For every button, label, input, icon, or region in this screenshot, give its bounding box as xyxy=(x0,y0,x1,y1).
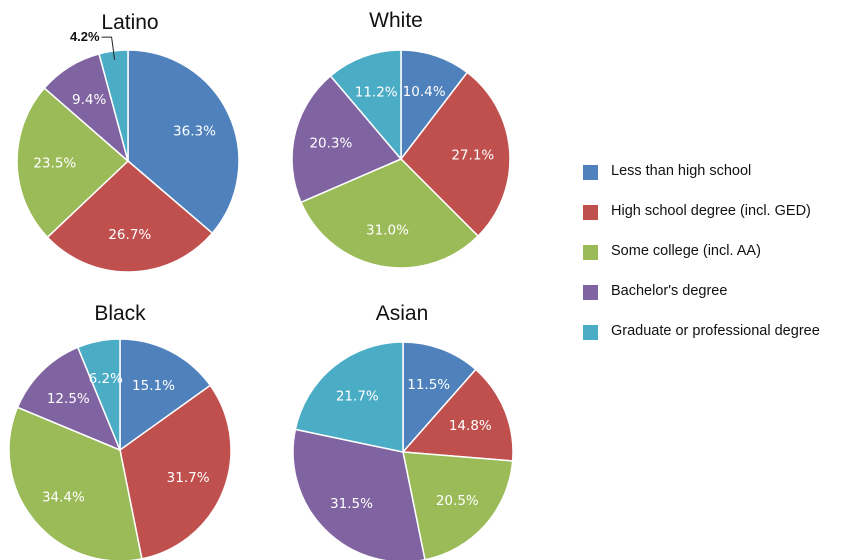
pie-slice-graduate-degree xyxy=(329,49,402,162)
pie-latino: Latino 36.3% 26.7% 23.5% 9.4% 4.2% xyxy=(16,11,240,273)
slice-label: 14.8% xyxy=(449,418,492,434)
slice-label: 27.1% xyxy=(451,147,494,163)
pie-slice-high-school-degree xyxy=(400,71,511,238)
pie-slice-bachelors-degree xyxy=(292,428,426,560)
pie-title: Black xyxy=(94,302,146,325)
pie-white: White 10.4% 27.1% 31.0% 20.3% 11.2% xyxy=(291,9,511,269)
legend-swatch xyxy=(583,325,598,340)
pie-title: Asian xyxy=(376,302,429,325)
slice-label: 31.5% xyxy=(330,496,373,512)
legend-label: Less than high school xyxy=(611,163,752,179)
pie-slice-some-college xyxy=(16,86,130,239)
slice-label: 36.3% xyxy=(173,123,216,139)
slice-label: 21.7% xyxy=(336,389,379,405)
pie-slice-graduate-degree xyxy=(76,338,121,451)
slice-label: 23.5% xyxy=(33,156,76,172)
slice-label: 31.7% xyxy=(167,470,210,486)
slice-label: 11.2% xyxy=(355,85,398,101)
slice-label: 15.1% xyxy=(132,378,175,394)
pie-slice-some-college xyxy=(402,451,514,560)
slice-label: 20.5% xyxy=(436,493,479,509)
pie-title: White xyxy=(369,9,423,32)
pie-black: Black 15.1% 31.7% 34.4% 12.5% 6.2% xyxy=(8,302,232,560)
slice-label: 26.7% xyxy=(108,227,151,243)
pie-asian: Asian 11.5% 14.8% 20.5% 31.5% 21.7% xyxy=(292,302,514,560)
slice-label: 12.5% xyxy=(47,391,90,407)
slice-label: 11.5% xyxy=(407,377,450,393)
pie-slice-less-than-high-school xyxy=(402,341,477,454)
legend-label: Graduate or professional degree xyxy=(611,323,820,339)
legend-swatch xyxy=(583,285,598,300)
legend-swatch xyxy=(583,245,598,260)
pie-title: Latino xyxy=(101,11,158,34)
slice-label: 9.4% xyxy=(72,92,106,108)
slice-label: 34.4% xyxy=(42,490,85,506)
pie-slice-less-than-high-school xyxy=(400,49,469,162)
legend-label: Bachelor's degree xyxy=(611,283,728,299)
legend-swatch xyxy=(583,165,598,180)
pie-slice-less-than-high-school xyxy=(127,49,240,235)
legend-label: Some college (incl. AA) xyxy=(611,243,761,259)
leader-line xyxy=(101,36,116,60)
pie-slice-bachelors-degree xyxy=(16,346,122,452)
legend-swatch xyxy=(583,205,598,220)
slice-label: 6.2% xyxy=(89,371,123,387)
pie-slice-some-college xyxy=(299,158,480,269)
slice-label: 20.3% xyxy=(309,136,352,152)
pie-slice-graduate-degree xyxy=(294,341,404,453)
pie-slice-less-than-high-school xyxy=(119,338,212,452)
pie-slice-bachelors-degree xyxy=(291,74,403,204)
pie-slice-high-school-degree xyxy=(119,384,232,560)
slice-label: 4.2% xyxy=(70,29,100,44)
slice-label: 31.0% xyxy=(366,223,409,239)
pie-slice-high-school-degree xyxy=(401,368,514,462)
pie-slice-high-school-degree xyxy=(46,159,214,273)
legend-label: High school degree (incl. GED) xyxy=(611,203,811,219)
slice-label: 10.4% xyxy=(403,84,446,100)
